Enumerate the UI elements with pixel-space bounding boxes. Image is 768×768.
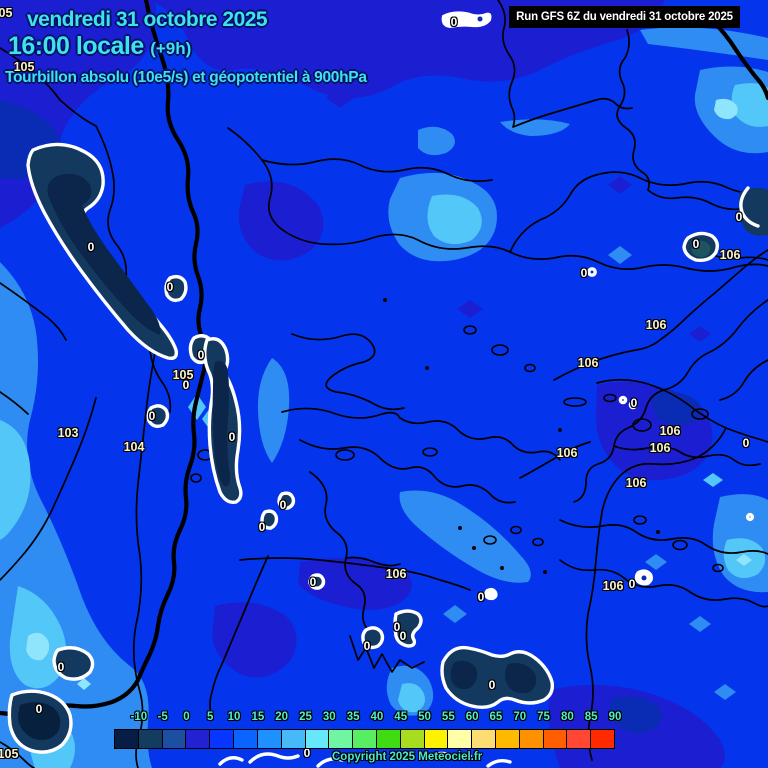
color-scale-bar [114,729,616,749]
geopotential-label: 106 [385,567,407,581]
zero-contour-label: 0 [628,577,636,591]
island-specks [383,298,660,574]
zero-contour-label: 0 [488,678,496,692]
scale-swatch [590,729,616,749]
scale-tick-label: 85 [584,711,598,723]
zero-contour-label: 0 [258,520,266,534]
scale-swatch [328,729,354,749]
scale-tick-label: 65 [489,711,503,723]
geopotential-label: 106 [659,424,681,438]
valid-time-text: 16:00 locale [8,32,144,60]
scale-swatch [137,729,163,749]
scale-tick-label: 45 [394,711,408,723]
scale-tick-label: 0 [183,711,190,723]
scale-tick-label: 50 [418,711,431,723]
geopotential-label: 106 [602,579,624,593]
zero-contour-label: 0 [166,280,174,294]
scale-swatch [280,729,306,749]
geopotential-label: 106 [649,441,671,455]
zero-contour-label: 0 [279,498,287,512]
zero-contour-label: 0 [363,639,371,653]
island-outlines [190,325,724,573]
zero-contour-label: 0 [303,746,311,760]
scale-tick-label: 40 [370,711,384,723]
zero-contour-label: 0 [57,660,65,674]
run-info-text: Run GFS 6Z du vendredi 31 octobre 2025 [516,11,733,23]
scale-swatch [256,729,282,749]
zero-contour-label: 0 [309,575,317,589]
geopotential-label: 106 [556,446,578,460]
zero-contour-label: 0 [182,378,190,392]
scale-tick-label: 75 [537,711,550,723]
zero-contour-label: 0 [148,409,156,423]
scale-swatch [304,729,330,749]
geopotential-label: 105 [0,6,13,20]
geopotential-label: 106 [719,248,741,262]
copyright-text: Copyright 2025 Meteociel.fr [332,751,483,763]
scale-swatch [495,729,520,749]
geopotential-label: 104 [123,440,145,454]
zero-contour-label: 0 [399,629,407,643]
date-title: vendredi 31 octobre 2025 [27,8,268,31]
zero-contour-label: 0 [630,396,638,410]
pale-cyan-specks [26,98,752,690]
scale-tick-label: 5 [207,711,214,723]
geopotential-label: 105 [0,747,19,761]
scale-swatch [423,729,449,749]
zero-contour-label: 0 [477,590,485,604]
scale-tick-label: 30 [322,711,336,723]
zero-contour-label: 0 [197,348,205,362]
geopotential-label: 106 [645,318,667,332]
scale-swatch [542,729,568,749]
zero-contour-label: 0 [742,436,750,450]
scale-tick-label: 20 [275,711,289,723]
scale-swatch [185,729,211,749]
variable-title: Tourbillon absolu (10e5/s) et géopotenti… [5,69,367,86]
negative-cores [18,16,711,740]
scale-tick-label: -10 [130,711,148,723]
geopotential-label: 106 [577,356,599,370]
forecast-offset-text: (+9h) [150,39,192,58]
zero-contour-label: 0 [228,430,236,444]
scale-tick-label: 55 [441,711,455,723]
zero-contour-label: 0 [450,15,458,29]
scale-tick-label: -5 [157,711,168,723]
scale-swatch [447,729,473,749]
zero-contour-label: 0 [87,240,95,254]
scale-tick-label: 15 [251,711,265,723]
zero-contour-label: 0 [393,620,401,634]
scale-swatch [399,729,425,749]
scale-swatch [209,729,235,749]
geopotential-label: 105 [172,368,194,382]
scale-swatch [161,729,187,749]
thick-contour-paths [0,0,768,717]
run-info-box: Run GFS 6Z du vendredi 31 octobre 2025 [509,6,740,28]
scale-tick-label: 90 [608,711,622,723]
scale-swatch [233,729,258,749]
scale-swatch [352,729,377,749]
scale-tick-label: 60 [465,711,479,723]
scale-tick-label: 25 [299,711,312,723]
zero-contour-fragments [218,186,760,768]
scale-tick-label: 80 [560,711,574,723]
zero-contour-label: 0 [35,702,43,716]
scale-tick-label: 70 [513,711,527,723]
geopotential-label: 103 [57,426,79,440]
scale-tick-label: 35 [346,711,360,723]
scale-swatch [375,729,401,749]
scale-swatch [566,729,592,749]
scale-swatch [114,729,139,749]
zero-contour-label: 0 [735,210,743,224]
scale-swatch [518,729,544,749]
scale-tick-label: 10 [227,711,241,723]
zero-contour-label: 0 [580,266,588,280]
zero-contour-label: 0 [692,237,700,251]
valid-time-title: 16:00 locale (+9h) [8,32,191,61]
geopotential-label: 106 [625,476,647,490]
scale-swatch [471,729,496,749]
geopotential-label: 105 [13,60,35,74]
